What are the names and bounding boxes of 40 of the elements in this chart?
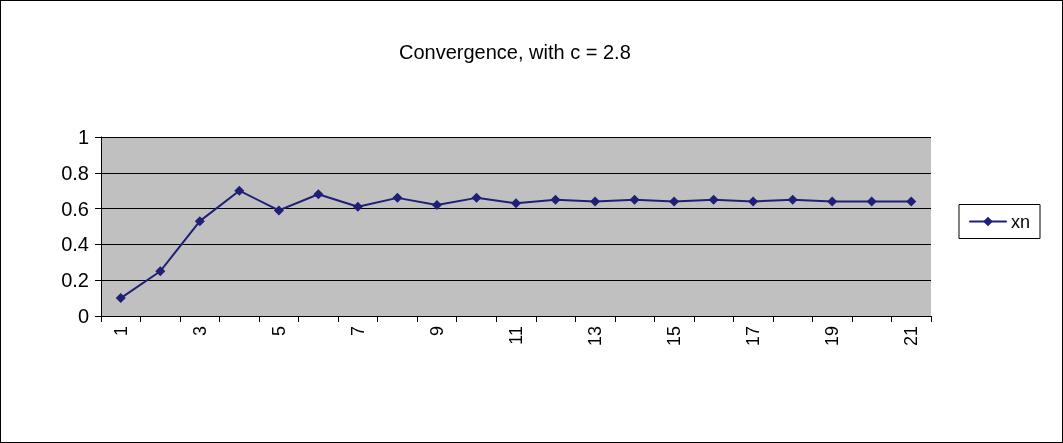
point (708, 194, 719, 205)
point (115, 293, 126, 304)
x-tick-label: 1 (110, 326, 131, 337)
point (313, 189, 324, 200)
point (155, 266, 166, 277)
x-tick-label: 9 (426, 326, 447, 337)
y-tick-label: 0.8 (61, 161, 89, 184)
point (906, 196, 917, 207)
x-tick-label: 17 (743, 326, 764, 347)
x-tick-label: 7 (347, 326, 368, 337)
point (787, 194, 798, 205)
point (273, 205, 284, 216)
point (234, 185, 245, 196)
point (194, 216, 205, 227)
point (866, 196, 877, 207)
point (471, 192, 482, 203)
point (748, 196, 759, 207)
point (392, 192, 403, 203)
y-tick-label: 0 (77, 305, 89, 327)
x-tick-label: 21 (901, 326, 922, 347)
point (827, 196, 838, 207)
x-tick-label: 11 (506, 326, 526, 345)
x-tick-label: 3 (189, 326, 210, 337)
x-tick-label: 5 (268, 326, 289, 337)
point (352, 201, 363, 212)
y-tick-label: 0.6 (61, 197, 89, 220)
y-tick-label: 0.4 (61, 233, 89, 256)
point (590, 196, 601, 207)
chart-title: Convergence, with c = 2.8 (399, 41, 631, 63)
point (669, 196, 680, 207)
y-tick-label: 1 (77, 126, 89, 148)
point (511, 198, 521, 209)
y-tick-label: 0.2 (61, 269, 89, 292)
point (629, 194, 640, 205)
x-tick-label: 15 (664, 326, 685, 347)
x-tick-label: 13 (585, 326, 606, 347)
x-tick-label: 19 (822, 326, 843, 347)
legend-label: xn (1010, 211, 1030, 232)
point (550, 194, 561, 205)
point (431, 200, 442, 211)
